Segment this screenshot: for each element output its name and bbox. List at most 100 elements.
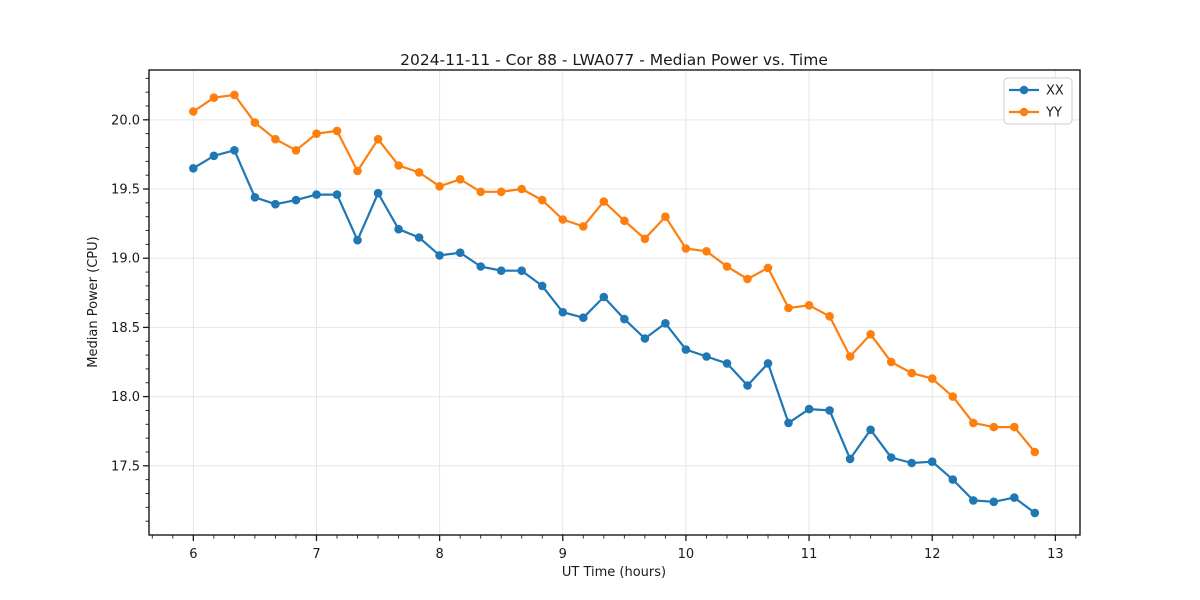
data-point-yy xyxy=(825,312,834,321)
data-point-yy xyxy=(702,247,711,256)
data-point-xx xyxy=(927,457,937,467)
data-point-yy xyxy=(620,216,629,226)
y-tick-label: 18.5 xyxy=(111,321,140,336)
data-point-xx xyxy=(332,190,342,199)
data-point-xx xyxy=(353,235,362,245)
data-point-xx xyxy=(620,314,629,324)
data-point-yy xyxy=(312,129,321,138)
data-point-yy xyxy=(394,161,403,170)
data-point-yy xyxy=(1010,422,1019,432)
chart-title: 2024-11-11 - Cor 88 - LWA077 - Median Po… xyxy=(400,51,828,69)
data-point-yy xyxy=(866,330,875,339)
x-tick-label: 12 xyxy=(924,547,941,562)
data-point-xx xyxy=(743,381,752,390)
axes-frame-and-ticks xyxy=(143,69,1081,541)
data-point-yy xyxy=(353,166,362,176)
data-point-xx xyxy=(640,334,650,343)
data-point-yy xyxy=(907,368,916,378)
data-point-yy xyxy=(230,90,239,100)
data-point-yy xyxy=(517,184,526,194)
data-point-yy xyxy=(804,301,814,310)
data-point-yy xyxy=(414,168,424,177)
data-point-xx xyxy=(414,233,424,242)
data-point-yy xyxy=(845,352,855,361)
data-point-xx xyxy=(886,453,896,462)
data-point-xx xyxy=(845,454,855,464)
data-point-yy xyxy=(948,392,958,401)
y-tick-label: 17.5 xyxy=(111,459,140,474)
data-point-yy xyxy=(743,274,752,284)
data-point-yy xyxy=(989,422,999,432)
data-point-yy xyxy=(496,187,506,197)
data-point-xx xyxy=(312,190,321,199)
data-point-xx xyxy=(989,497,999,507)
data-point-xx xyxy=(661,319,670,328)
data-point-xx xyxy=(435,251,444,260)
data-point-yy xyxy=(189,107,198,116)
data-point-xx xyxy=(907,458,916,468)
data-point-xx xyxy=(804,404,814,414)
data-point-xx xyxy=(969,496,978,505)
data-point-xx xyxy=(722,359,732,368)
data-point-xx xyxy=(394,224,403,234)
y-axis-label: Median Power (CPU) xyxy=(86,236,101,367)
data-point-xx xyxy=(250,193,260,202)
legend: XX YY xyxy=(1003,77,1073,125)
data-point-yy xyxy=(1030,447,1040,457)
data-point-xx xyxy=(476,262,486,271)
x-axis-label: UT Time (hours) xyxy=(562,565,666,580)
data-point-xx xyxy=(189,164,198,173)
series-line-yy xyxy=(192,93,1036,454)
x-tick-label: 6 xyxy=(189,547,197,562)
data-point-yy xyxy=(558,215,568,224)
x-tick-label: 7 xyxy=(312,547,320,562)
x-tick-label: 10 xyxy=(678,547,695,562)
data-point-xx xyxy=(455,248,465,257)
x-tick-label: 13 xyxy=(1047,547,1064,562)
data-point-xx xyxy=(230,146,239,155)
gridlines xyxy=(149,70,1080,535)
data-point-yy xyxy=(969,418,978,428)
data-point-yy xyxy=(927,374,937,383)
data-point-xx xyxy=(948,475,958,484)
plot-frame xyxy=(148,69,1081,536)
legend-marker xyxy=(1019,107,1029,117)
data-point-xx xyxy=(496,266,506,276)
data-point-xx xyxy=(681,345,691,354)
data-point-xx xyxy=(209,151,219,161)
data-point-yy xyxy=(722,262,732,271)
data-point-xx xyxy=(1030,508,1040,518)
data-point-xx xyxy=(537,281,547,291)
data-point-yy xyxy=(661,212,670,221)
data-point-yy xyxy=(784,303,793,313)
data-point-xx xyxy=(1010,493,1019,502)
y-tick-label: 18.0 xyxy=(111,390,140,405)
data-point-xx xyxy=(784,418,793,428)
data-point-xx xyxy=(579,313,588,323)
data-point-yy xyxy=(455,175,465,184)
data-point-xx xyxy=(866,425,875,435)
data-point-yy xyxy=(537,195,547,205)
y-tick-label: 19.5 xyxy=(111,183,140,198)
data-point-yy xyxy=(763,263,773,273)
x-tick-label: 9 xyxy=(559,547,567,562)
data-point-xx xyxy=(517,266,526,276)
x-tick-label: 11 xyxy=(801,547,818,562)
data-point-xx xyxy=(702,352,711,361)
data-point-xx xyxy=(271,199,280,209)
data-point-yy xyxy=(640,234,650,244)
data-point-xx xyxy=(291,195,301,205)
y-tick-label: 20.0 xyxy=(111,113,140,128)
legend-marker xyxy=(1019,85,1029,95)
x-tick-label: 8 xyxy=(435,547,443,562)
data-point-yy xyxy=(886,357,896,367)
legend-label: YY xyxy=(1045,106,1062,121)
data-point-xx xyxy=(763,359,773,368)
data-point-yy xyxy=(476,187,486,197)
data-point-yy xyxy=(291,146,301,155)
data-point-yy xyxy=(579,222,588,231)
data-point-xx xyxy=(373,188,383,198)
data-point-yy xyxy=(271,134,280,144)
